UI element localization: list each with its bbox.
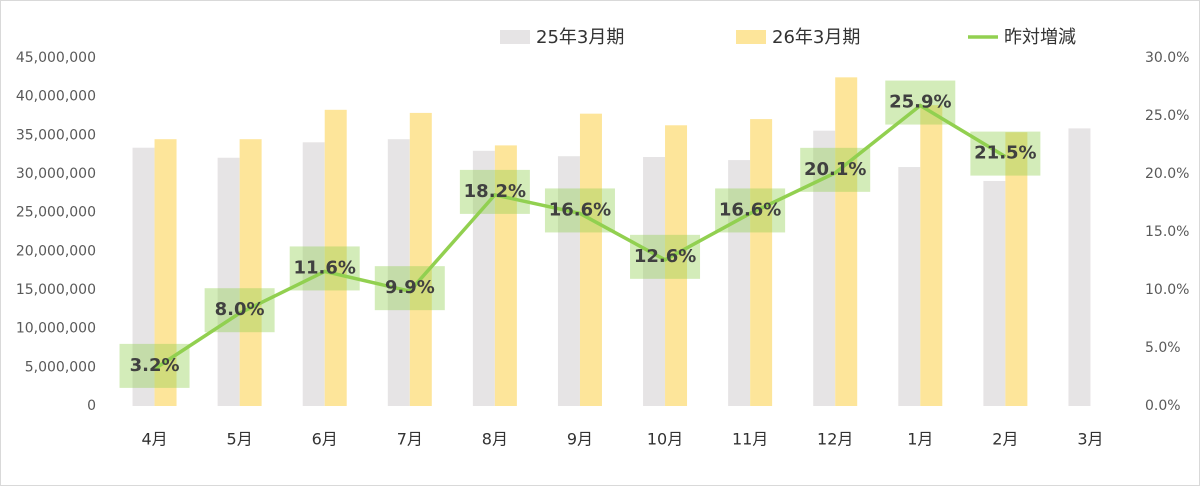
y-tick-label: 5,000,000 [25,359,96,375]
bar [409,112,432,406]
data-label: 11.6% [293,257,355,278]
x-tick-label: 12月 [817,430,853,449]
label-box [459,169,530,214]
legend-swatch [736,30,766,44]
label-box [289,246,360,291]
x-tick-label: 10月 [647,430,683,449]
data-label: 16.6% [719,199,781,220]
bar [643,156,666,406]
data-label: 20.1% [804,159,866,180]
label-box [970,131,1041,176]
y-tick-label: 40,000,000 [16,89,96,105]
legend-label: 25年3月期 [536,27,624,48]
label-box [715,188,786,233]
y-tick-label: 25,000,000 [16,205,96,221]
y2-tick-label: 20.0% [1145,166,1189,182]
bar [154,139,177,406]
y-tick-label: 0 [87,398,96,414]
label-box [800,147,871,192]
x-tick-label: 2月 [992,430,1018,449]
y2-tick-label: 5.0% [1145,340,1181,356]
bar [494,145,517,407]
bar [217,157,240,406]
x-tick-label: 6月 [312,430,338,449]
x-tick-label: 5月 [227,430,253,449]
bar [898,167,921,406]
x-tick-label: 3月 [1077,430,1103,449]
bar [579,113,602,407]
bar [1005,132,1028,407]
bar [324,109,347,407]
bar [387,139,410,406]
x-tick-label: 7月 [397,430,423,449]
bar [750,119,773,407]
y2-tick-label: 15.0% [1145,224,1189,240]
label-box [204,288,275,333]
x-tick-label: 1月 [907,430,933,449]
x-tick-label: 9月 [567,430,593,449]
legend-label: 昨対増減 [1004,27,1076,48]
data-label: 18.2% [464,181,526,202]
y2-tick-label: 0.0% [1145,398,1181,414]
line [153,103,1007,371]
y2-tick-label: 10.0% [1145,282,1189,298]
legend-label: 26年3月期 [772,27,860,48]
label-box [630,234,701,279]
label-box [374,266,445,311]
y-tick-label: 20,000,000 [16,243,96,259]
label-box [544,188,615,233]
bar [813,130,836,406]
bar [302,142,325,406]
y-tick-label: 30,000,000 [16,166,96,182]
x-tick-label: 11月 [732,430,768,449]
y-tick-label: 35,000,000 [16,127,96,143]
bar [983,180,1006,406]
x-tick-label: 4月 [141,430,167,449]
label-box [885,80,956,125]
label-box [119,343,190,388]
data-label: 21.5% [974,143,1036,164]
data-label: 12.6% [634,246,696,267]
bar [239,139,262,406]
bar [920,105,943,406]
bar [132,147,155,406]
y2-tick-label: 30.0% [1145,50,1189,66]
y-tick-label: 45,000,000 [16,50,96,66]
bar [835,77,858,406]
x-tick-label: 8月 [482,430,508,449]
data-label: 3.2% [130,355,180,376]
data-label: 16.6% [549,199,611,220]
y2-tick-label: 25.0% [1145,108,1189,124]
y-tick-label: 15,000,000 [16,282,96,298]
bar [665,125,688,406]
data-label: 8.0% [215,299,265,320]
data-label: 9.9% [385,277,435,298]
data-label: 25.9% [889,92,951,113]
legend-swatch [500,30,530,44]
bar [557,156,580,406]
bar [1068,128,1091,406]
y-tick-label: 10,000,000 [16,321,96,337]
